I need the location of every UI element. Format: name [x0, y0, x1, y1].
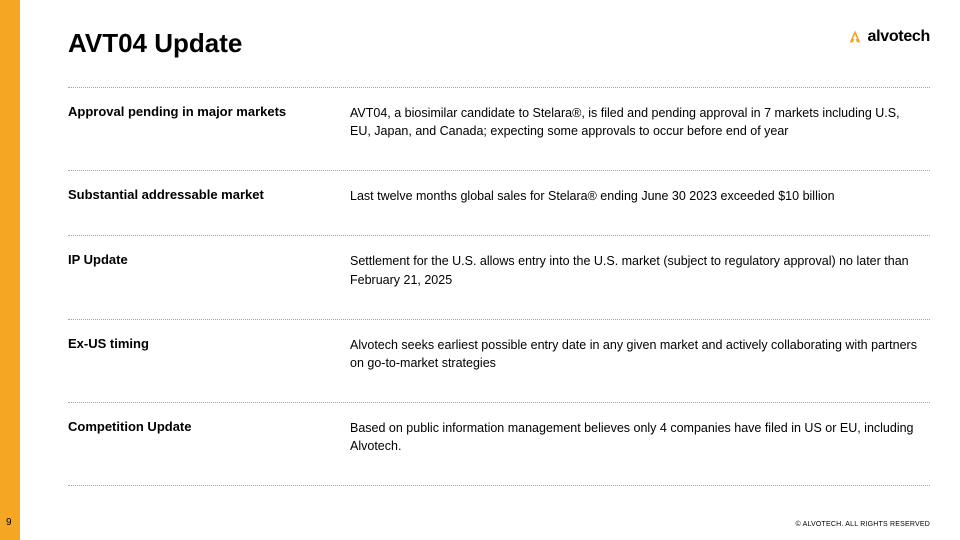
- slide-content: AVT04 Update alvotech Approval pending i…: [68, 28, 930, 486]
- row-body: Alvotech seeks earliest possible entry d…: [350, 336, 930, 372]
- row-body: Last twelve months global sales for Stel…: [350, 187, 930, 205]
- row-label: Approval pending in major markets: [68, 104, 350, 140]
- update-row: Competition Update Based on public infor…: [68, 403, 930, 485]
- update-row: Substantial addressable market Last twel…: [68, 171, 930, 235]
- company-logo: alvotech: [847, 28, 930, 46]
- update-rows: Approval pending in major markets AVT04,…: [68, 87, 930, 486]
- logo-mark-icon: [847, 29, 863, 45]
- row-body: AVT04, a biosimilar candidate to Stelara…: [350, 104, 930, 140]
- update-row: IP Update Settlement for the U.S. allows…: [68, 236, 930, 318]
- row-body: Settlement for the U.S. allows entry int…: [350, 252, 930, 288]
- row-label: IP Update: [68, 252, 350, 288]
- header-row: AVT04 Update alvotech: [68, 28, 930, 59]
- update-row: Ex-US timing Alvotech seeks earliest pos…: [68, 320, 930, 402]
- page-number: 9: [6, 517, 12, 528]
- update-row: Approval pending in major markets AVT04,…: [68, 88, 930, 170]
- copyright-footer: © ALVOTECH. ALL RIGHTS RESERVED: [795, 521, 930, 528]
- row-label: Substantial addressable market: [68, 187, 350, 205]
- page-title: AVT04 Update: [68, 28, 242, 59]
- logo-text: alvotech: [867, 28, 930, 46]
- row-divider: [68, 485, 930, 486]
- accent-side-bar: [0, 0, 20, 540]
- row-label: Ex-US timing: [68, 336, 350, 372]
- row-label: Competition Update: [68, 419, 350, 455]
- row-body: Based on public information management b…: [350, 419, 930, 455]
